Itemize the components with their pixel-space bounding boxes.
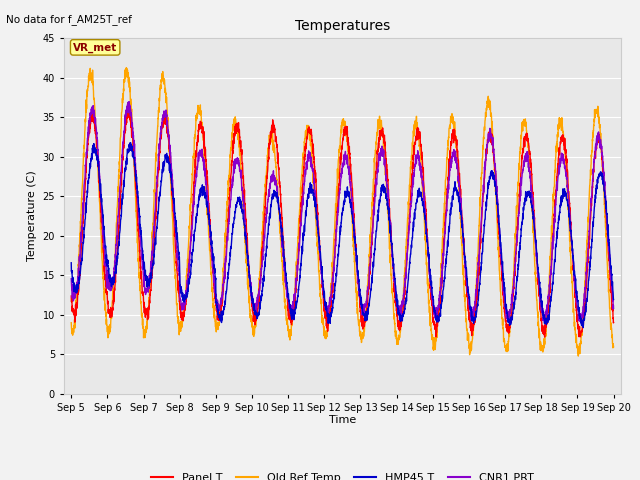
HMP45 T: [299, 240, 307, 245]
HMP45 T: [579, 325, 587, 331]
Line: Old Ref Temp: Old Ref Temp: [71, 68, 614, 356]
Line: Panel T: Panel T: [71, 111, 614, 337]
CNR1 PRT: [541, 321, 548, 327]
Panel T: [541, 328, 548, 334]
HMP45 T: [276, 209, 284, 215]
CNR1 PRT: [600, 161, 607, 167]
Y-axis label: Temperature (C): Temperature (C): [27, 170, 37, 262]
Old Ref Temp: [162, 86, 170, 92]
HMP45 T: [162, 154, 170, 160]
HMP45 T: [610, 297, 618, 302]
CNR1 PRT: [541, 315, 548, 321]
Old Ref Temp: [276, 210, 284, 216]
Old Ref Temp: [67, 320, 75, 325]
CNR1 PRT: [125, 99, 133, 105]
Panel T: [299, 180, 307, 186]
Old Ref Temp: [600, 179, 607, 184]
CNR1 PRT: [162, 110, 170, 116]
Old Ref Temp: [575, 353, 582, 359]
Title: Temperatures: Temperatures: [295, 19, 390, 33]
Panel T: [67, 293, 75, 299]
CNR1 PRT: [67, 276, 75, 282]
Legend: Panel T, Old Ref Temp, HMP45 T, CNR1 PRT: Panel T, Old Ref Temp, HMP45 T, CNR1 PRT: [147, 468, 538, 480]
Panel T: [276, 181, 284, 187]
CNR1 PRT: [276, 208, 284, 214]
Panel T: [129, 147, 137, 153]
Panel T: [124, 108, 131, 114]
CNR1 PRT: [610, 305, 618, 311]
Panel T: [610, 320, 618, 325]
Text: VR_met: VR_met: [73, 42, 117, 52]
Panel T: [600, 163, 607, 169]
Old Ref Temp: [122, 65, 130, 71]
CNR1 PRT: [129, 135, 137, 141]
Old Ref Temp: [129, 145, 137, 151]
Old Ref Temp: [299, 152, 307, 158]
Line: HMP45 T: HMP45 T: [71, 143, 614, 328]
HMP45 T: [541, 318, 548, 324]
Text: No data for f_AM25T_ref: No data for f_AM25T_ref: [6, 14, 132, 25]
CNR1 PRT: [299, 202, 307, 208]
Old Ref Temp: [541, 342, 548, 348]
HMP45 T: [600, 181, 607, 187]
X-axis label: Time: Time: [329, 415, 356, 425]
HMP45 T: [67, 260, 75, 265]
Line: CNR1 PRT: CNR1 PRT: [71, 102, 614, 324]
Old Ref Temp: [610, 344, 618, 350]
HMP45 T: [127, 140, 134, 145]
Panel T: [541, 334, 548, 340]
HMP45 T: [129, 155, 137, 160]
Panel T: [162, 119, 170, 124]
